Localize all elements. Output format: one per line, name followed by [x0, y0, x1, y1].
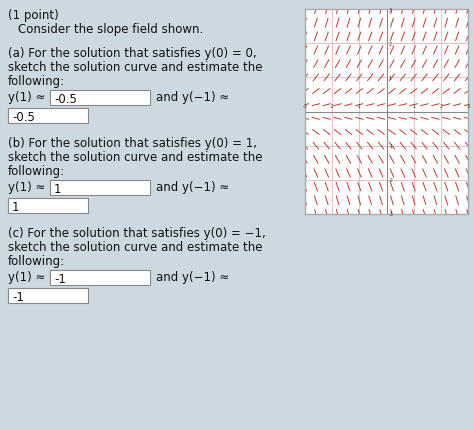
Text: 1: 1: [412, 104, 415, 109]
FancyBboxPatch shape: [8, 199, 88, 214]
Text: y(1) ≈: y(1) ≈: [8, 270, 46, 283]
Text: y(1) ≈: y(1) ≈: [8, 181, 46, 194]
Text: -0.5: -0.5: [12, 111, 35, 124]
Text: (a) For the solution that satisfies y(0) = 0,: (a) For the solution that satisfies y(0)…: [8, 47, 256, 60]
Text: 1: 1: [12, 200, 19, 214]
Text: sketch the solution curve and estimate the: sketch the solution curve and estimate t…: [8, 240, 263, 253]
Text: 1: 1: [389, 76, 392, 81]
Text: -0.5: -0.5: [54, 93, 77, 106]
Text: and y(−1) ≈: and y(−1) ≈: [156, 181, 229, 194]
Text: Consider the slope field shown.: Consider the slope field shown.: [18, 23, 203, 36]
Text: -1: -1: [357, 104, 362, 109]
Text: 2: 2: [439, 104, 442, 109]
Text: 3: 3: [466, 104, 470, 109]
Text: -3: -3: [389, 212, 393, 217]
Text: -1: -1: [12, 290, 24, 303]
FancyBboxPatch shape: [50, 181, 150, 196]
Text: 2: 2: [389, 42, 392, 46]
FancyBboxPatch shape: [8, 109, 88, 124]
Text: -2: -2: [330, 104, 335, 109]
FancyBboxPatch shape: [8, 289, 88, 303]
Text: following:: following:: [8, 165, 65, 178]
Text: (c) For the solution that satisfies y(0) = −1,: (c) For the solution that satisfies y(0)…: [8, 227, 266, 240]
Text: 1: 1: [54, 183, 62, 196]
Text: -3: -3: [302, 104, 308, 109]
Text: y(1) ≈: y(1) ≈: [8, 91, 46, 104]
FancyBboxPatch shape: [50, 270, 150, 286]
Text: -1: -1: [389, 144, 393, 149]
Text: and y(−1) ≈: and y(−1) ≈: [156, 270, 229, 283]
Text: -2: -2: [389, 178, 393, 183]
Text: sketch the solution curve and estimate the: sketch the solution curve and estimate t…: [8, 61, 263, 74]
Text: following:: following:: [8, 255, 65, 267]
Text: following:: following:: [8, 75, 65, 88]
Text: sketch the solution curve and estimate the: sketch the solution curve and estimate t…: [8, 150, 263, 164]
Text: (b) For the solution that satisfies y(0) = 1,: (b) For the solution that satisfies y(0)…: [8, 137, 257, 150]
Text: and y(−1) ≈: and y(−1) ≈: [156, 91, 229, 104]
Text: 3: 3: [389, 7, 392, 12]
FancyBboxPatch shape: [50, 91, 150, 106]
Text: -1: -1: [54, 272, 66, 286]
Text: (1 point): (1 point): [8, 9, 59, 22]
